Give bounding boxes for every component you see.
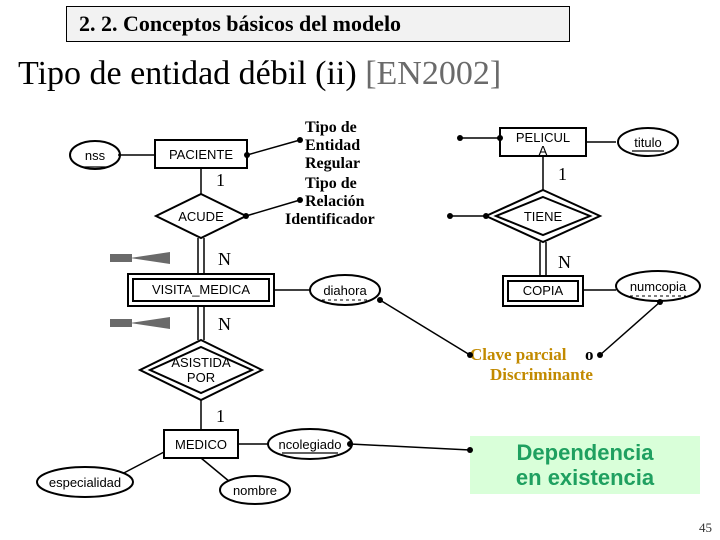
- slide-number: 45: [699, 520, 712, 536]
- arrow-n1-tail: [110, 254, 132, 262]
- callout-partial-l: [380, 300, 470, 355]
- dep-l2: en existencia: [516, 465, 655, 490]
- attr-titulo-label: titulo: [634, 135, 661, 150]
- line-medico-nombre: [201, 458, 230, 482]
- card-peli-1: 1: [558, 164, 567, 184]
- legend-regular-3: Regular: [305, 155, 360, 172]
- legend-rel-3: Identificador: [285, 211, 375, 228]
- card-copia-n: N: [558, 252, 571, 272]
- dep-l1: Dependencia: [517, 440, 655, 465]
- note-partial-or: o: [585, 345, 594, 364]
- legend-regular-2: Entidad: [305, 137, 360, 154]
- callout-dep: [350, 444, 470, 450]
- legend-rel-2: Relación: [305, 193, 365, 210]
- callout-regular: [247, 140, 300, 155]
- attr-numcopia-label: numcopia: [630, 279, 687, 294]
- card-visita-n: N: [218, 314, 231, 334]
- attr-diahora-label: diahora: [323, 283, 367, 298]
- rel-acude-label: ACUDE: [178, 209, 224, 224]
- attr-nss-label: nss: [85, 148, 106, 163]
- arrow-n2: [130, 317, 170, 329]
- rel-asistida-l2: POR: [187, 370, 215, 385]
- line-medico-esp: [120, 452, 164, 475]
- card-medico: 1: [216, 406, 225, 426]
- entity-medico-label: MEDICO: [175, 437, 227, 452]
- arrow-n1: [130, 252, 170, 264]
- er-diagram: nss PACIENTE 1 ACUDE N VISITA_MEDICA dia…: [0, 0, 720, 540]
- entity-copia-label: COPIA: [523, 283, 564, 298]
- rel-asistida-l1: ASISTIDA: [171, 355, 231, 370]
- note-partial-2: Discriminante: [490, 365, 593, 384]
- arrow-n2-tail: [110, 319, 132, 327]
- rel-tiene-label: TIENE: [524, 209, 563, 224]
- legend-rel-1: Tipo de: [305, 175, 357, 192]
- callout-partial-r: [600, 302, 660, 355]
- attr-nombre-label: nombre: [233, 483, 277, 498]
- attr-especialidad-label: especialidad: [49, 475, 121, 490]
- attr-ncolegiado-label: ncolegiado: [279, 437, 342, 452]
- legend-regular-1: Tipo de: [305, 119, 357, 136]
- entity-paciente-label: PACIENTE: [169, 147, 233, 162]
- entity-visita-label: VISITA_MEDICA: [152, 282, 250, 297]
- card-paciente: 1: [216, 170, 225, 190]
- card-acude-n: N: [218, 249, 231, 269]
- note-partial-1: Clave parcial: [470, 345, 567, 364]
- entity-pelicula-l2: A: [539, 143, 548, 158]
